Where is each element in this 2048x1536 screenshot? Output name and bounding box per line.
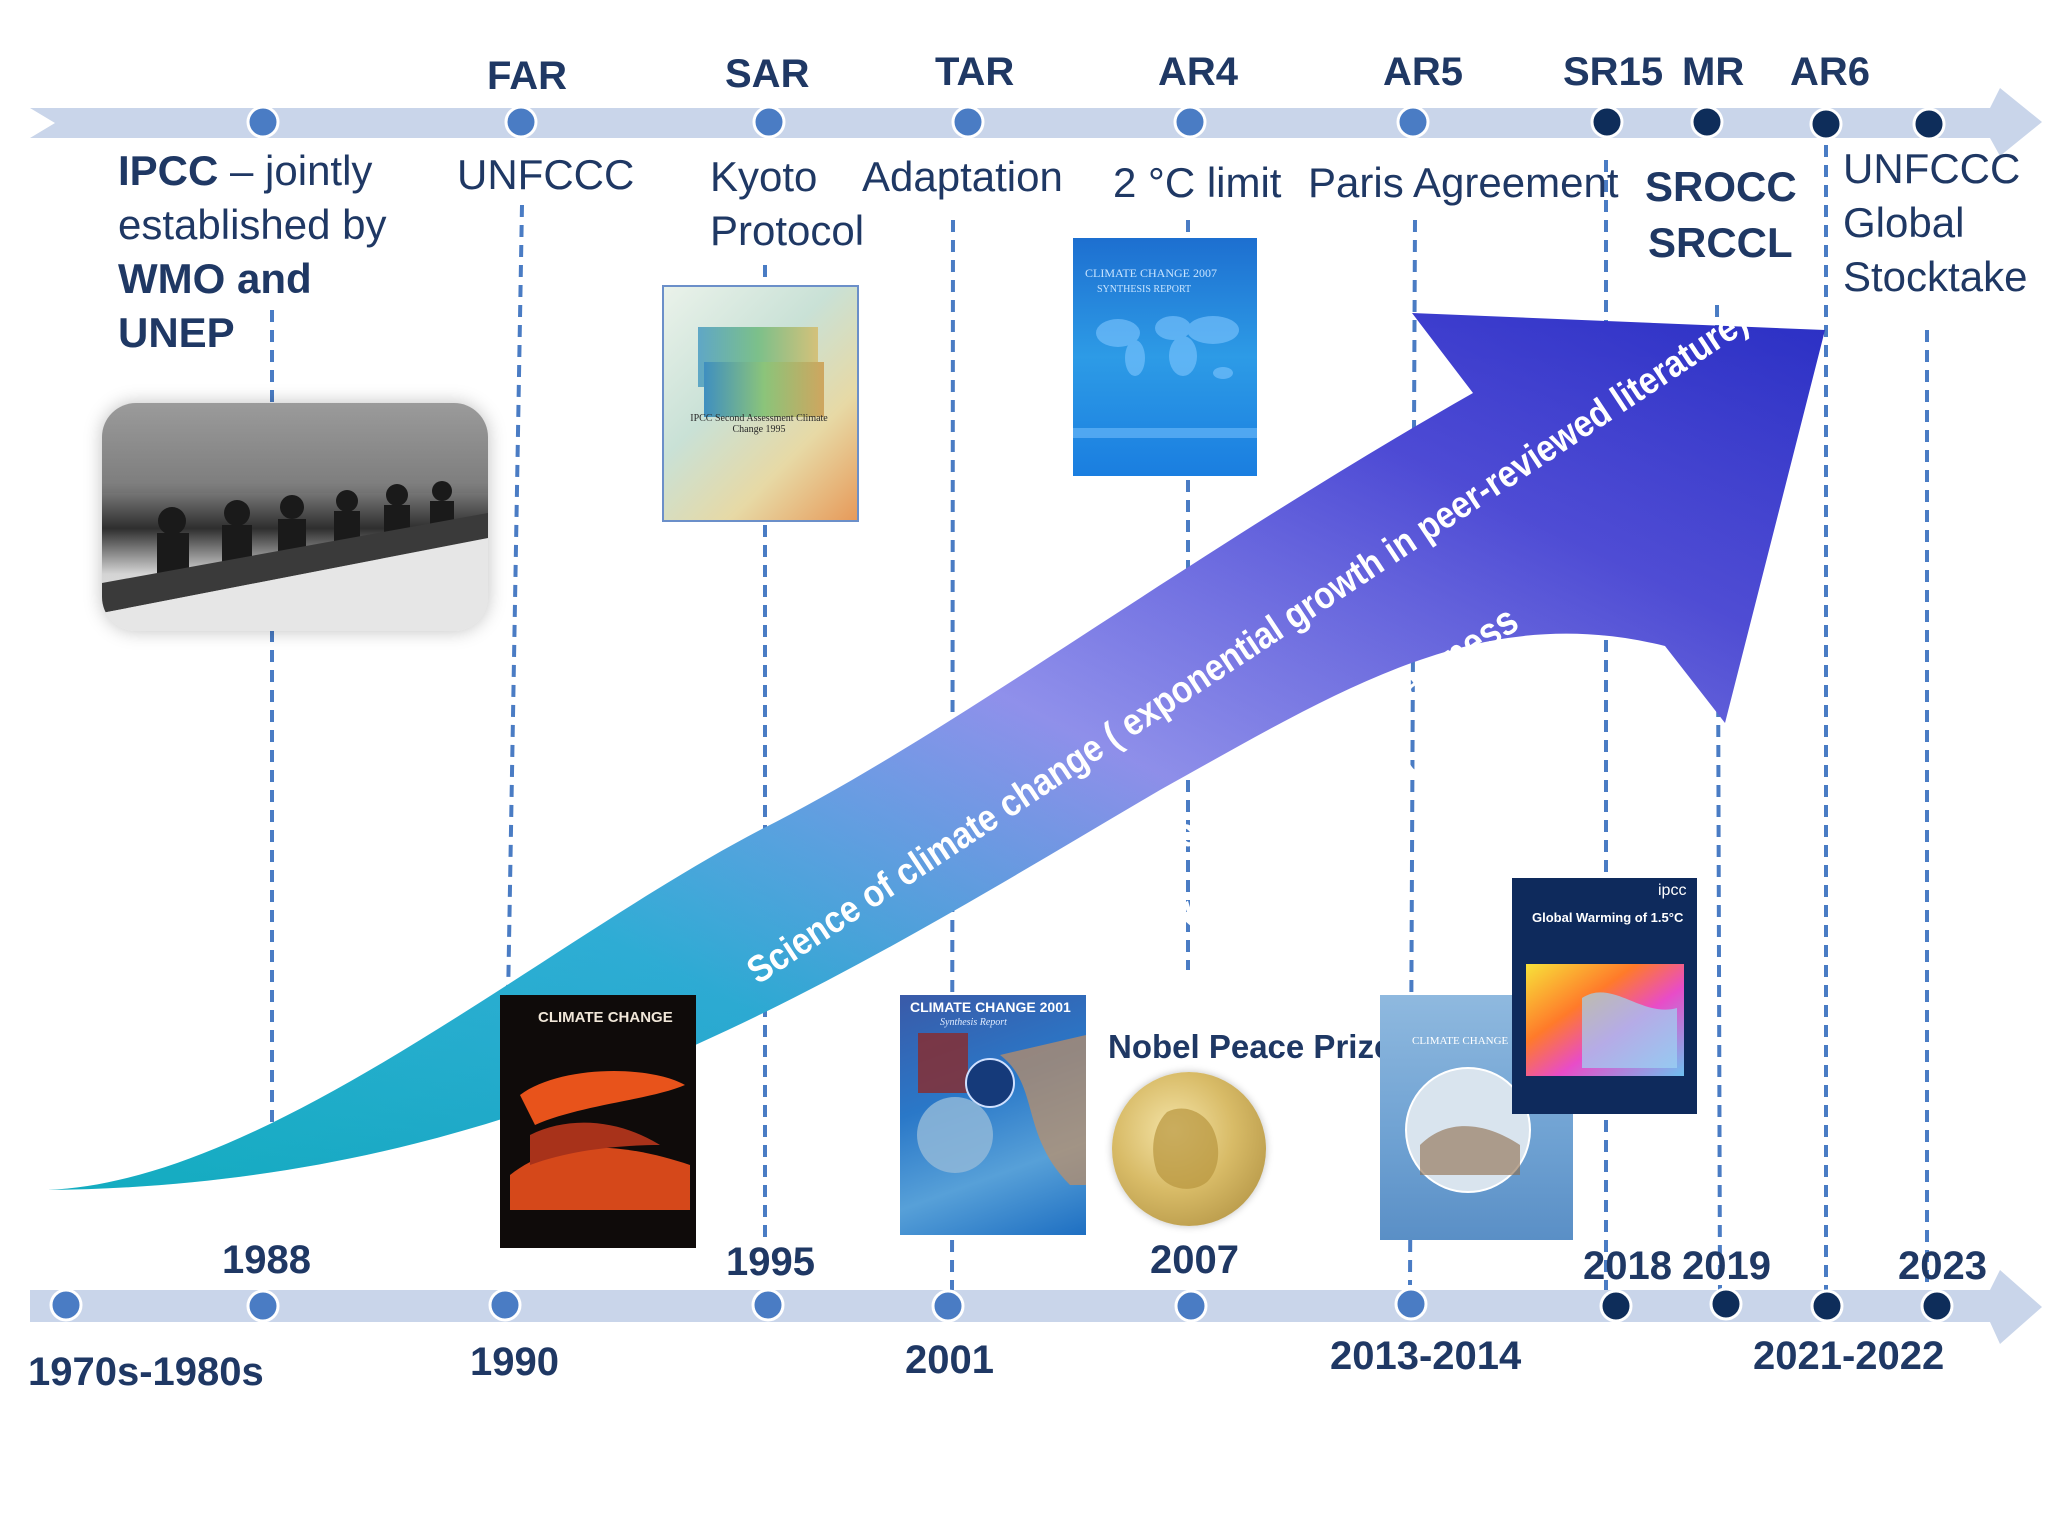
date-2013-2014: 2013-2014 (1330, 1334, 1522, 1378)
report-tar: TAR (935, 50, 1015, 94)
ar4-cover-title: CLIMATE CHANGE 2007 (1085, 266, 1217, 280)
dot-mr (1690, 105, 1724, 139)
far-report-cover: CLIMATE CHANGE (500, 995, 696, 1248)
report-ar6: AR6 (1790, 50, 1871, 94)
dot-1988-upper (246, 105, 280, 139)
report-far: FAR (487, 54, 567, 98)
ipcc-founding-photo (102, 403, 488, 631)
dot-tar (951, 105, 985, 139)
dot-1988 (246, 1289, 280, 1323)
event-2c-limit: 2 °C limit (1113, 159, 1282, 206)
event-adaptation: Adaptation (862, 153, 1063, 200)
dot-ar6 (1809, 107, 1843, 141)
date-2018: 2018 (1583, 1244, 1672, 1288)
event-ipcc-bold: WMO and UNEP (118, 255, 312, 356)
date-2001: 2001 (905, 1338, 994, 1382)
event-ipcc-prefix: IPCC (118, 147, 219, 194)
sar-report-cover: IPCC Second Assessment Climate Change 19… (662, 285, 859, 522)
report-ar5: AR5 (1383, 50, 1464, 94)
dot-ar5 (1396, 105, 1430, 139)
event-kyoto: Kyoto Protocol (710, 153, 865, 254)
dot-stocktake (1912, 107, 1946, 141)
dot-2007 (1174, 1289, 1208, 1323)
date-2021-2022: 2021-2022 (1753, 1334, 1945, 1378)
date-1995: 1995 (726, 1240, 815, 1284)
report-sr15: SR15 (1563, 50, 1664, 94)
dot-ar4 (1173, 105, 1207, 139)
dot-2001 (931, 1289, 965, 1323)
upper-dots (246, 105, 1946, 141)
dot-sar (752, 105, 786, 139)
event-paris: Paris Agreement (1308, 159, 1619, 206)
dot-1970s (49, 1288, 83, 1322)
nobel-medal-image (1112, 1072, 1266, 1226)
date-2023: 2023 (1898, 1244, 1987, 1288)
dot-2023 (1920, 1289, 1954, 1323)
dot-2013 (1394, 1287, 1428, 1321)
ar4-report-cover: CLIMATE CHANGE 2007 SYNTHESIS REPORT (1073, 238, 1257, 476)
event-stocktake: UNFCCC Global Stocktake (1843, 145, 2028, 300)
sar-cover-title: IPCC Second Assessment Climate Change 19… (690, 413, 828, 435)
ar4-cover-subtitle: SYNTHESIS REPORT (1097, 284, 1192, 295)
dot-1995 (751, 1288, 785, 1322)
date-2007: 2007 (1150, 1238, 1239, 1282)
dot-2019 (1709, 1287, 1743, 1321)
date-2019: 2019 (1682, 1244, 1771, 1288)
sr15-cover-brand: ipcc (1658, 882, 1687, 899)
report-ar4: AR4 (1158, 50, 1239, 94)
event-srocc: SROCC (1645, 163, 1797, 210)
ar5-cover-title: CLIMATE CHANGE (1412, 1035, 1509, 1047)
tar-cover-subtitle: Synthesis Report (940, 1017, 1007, 1028)
report-sar: SAR (725, 52, 810, 96)
dot-2018 (1599, 1289, 1633, 1323)
dot-1990 (488, 1288, 522, 1322)
dot-2021 (1810, 1289, 1844, 1323)
upper-timeline (30, 88, 2042, 156)
ar5-report-cover: CLIMATE CHANGE (1380, 995, 1573, 1240)
report-mr: MR (1682, 50, 1745, 94)
tar-cover-title: CLIMATE CHANGE 2001 (910, 999, 1071, 1015)
dot-far (504, 105, 538, 139)
event-unfccc: UNFCCC (457, 151, 635, 198)
sr15-cover-title: Global Warming of 1.5°C (1532, 910, 1684, 925)
date-1990: 1990 (470, 1340, 559, 1384)
connector-far (506, 204, 524, 1001)
dot-sr15 (1590, 105, 1624, 139)
date-1988: 1988 (222, 1238, 311, 1282)
lower-dots (49, 1287, 1954, 1323)
date-1970s-1980s: 1970s-1980s (28, 1350, 264, 1394)
far-cover-title: CLIMATE CHANGE (538, 1009, 673, 1026)
event-ipcc-established: IPCC – jointly established by WMO and UN… (118, 144, 438, 360)
event-srccl: SRCCL (1648, 219, 1793, 266)
sr15-report-cover: ipcc Global Warming of 1.5°C (1512, 878, 1697, 1114)
tar-report-cover: CLIMATE CHANGE 2001 Synthesis Report (900, 995, 1086, 1235)
event-nobel: Nobel Peace Prize (1108, 1028, 1393, 1065)
event-ipcc-rest: – jointly established by (118, 147, 387, 248)
lower-timeline (30, 1270, 2042, 1344)
